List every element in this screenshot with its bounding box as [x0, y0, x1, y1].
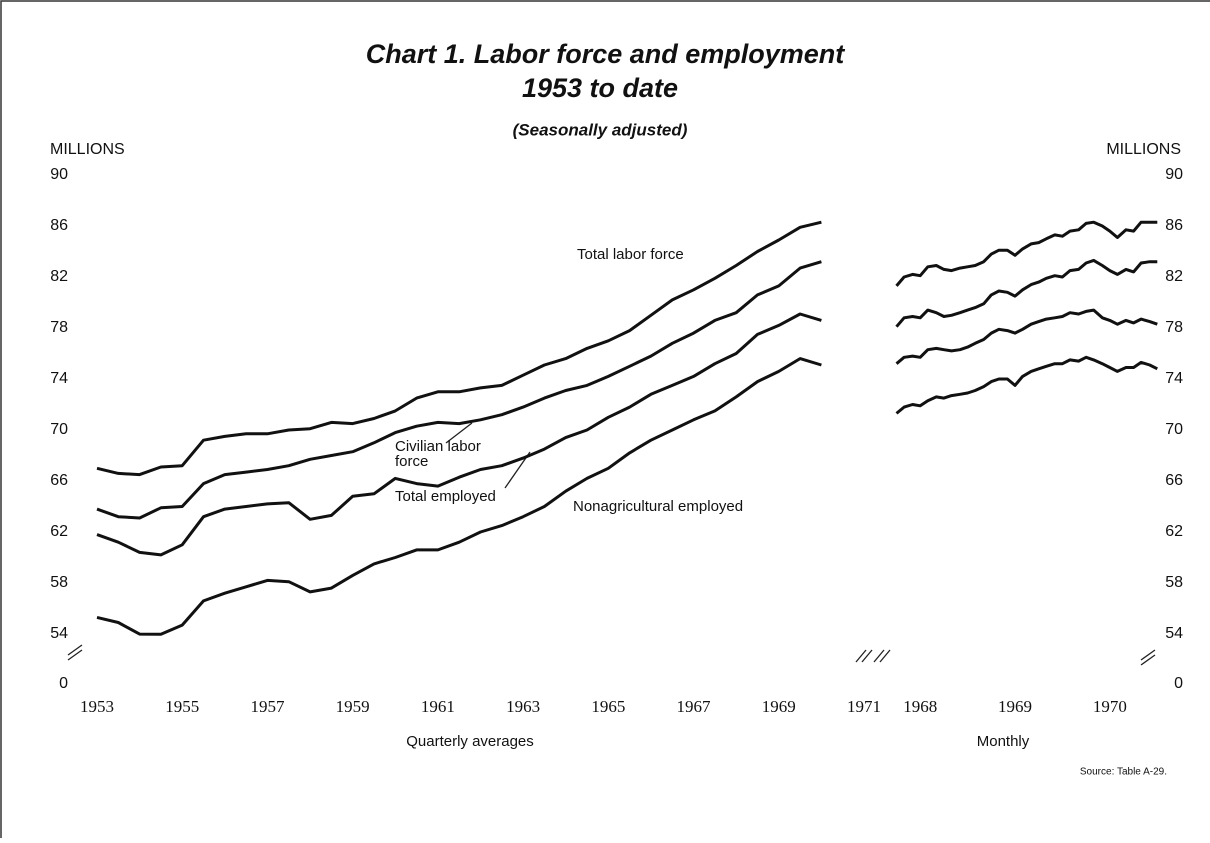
y-tick-label: 90 [1165, 166, 1183, 183]
y-tick-label: 66 [1165, 472, 1183, 489]
series-line [895, 355, 1158, 415]
x-tick-label: 1953 [80, 697, 114, 716]
y-tick-label: 58 [1165, 574, 1183, 591]
y-tick-label: 0 [1174, 675, 1183, 692]
y-tick-label: 58 [50, 574, 68, 591]
x-tick-label: 1970 [1093, 697, 1127, 716]
break-mark [861, 649, 873, 663]
leader-line [445, 422, 473, 444]
x-tick-label: 1967 [677, 697, 712, 716]
x-axis-label: Monthly [977, 733, 1030, 750]
series-line [895, 258, 1158, 328]
chart-title: 1953 to date [522, 73, 678, 103]
x-tick-label: 1955 [165, 697, 199, 716]
break-mark [67, 644, 83, 656]
y-tick-label: 62 [1165, 523, 1183, 540]
y-tick-label: 54 [1165, 625, 1183, 642]
x-tick-label: 1971 [847, 697, 881, 716]
x-tick-label: 1969 [998, 697, 1032, 716]
x-tick-label: 1961 [421, 697, 455, 716]
y-tick-label: 82 [50, 268, 68, 285]
annotation: Nonagricultural employed [573, 498, 743, 515]
annotation: Civilian labor [395, 438, 481, 455]
break-mark [873, 649, 885, 663]
source-note: Source: Table A-29. [1080, 767, 1167, 778]
x-axis-label: Quarterly averages [406, 733, 534, 750]
break-mark [1140, 649, 1156, 661]
x-tick-label: 1963 [506, 697, 540, 716]
x-tick-label: 1968 [903, 697, 937, 716]
y-tick-label: 70 [50, 421, 68, 438]
series-line [895, 308, 1158, 365]
x-tick-label: 1957 [250, 697, 285, 716]
series-line [96, 357, 822, 636]
chart-subtitle: (Seasonally adjusted) [513, 120, 688, 139]
y-tick-label: 62 [50, 523, 68, 540]
series-line [96, 260, 822, 520]
break-mark [1140, 654, 1156, 666]
y-tick-label: 74 [50, 370, 68, 387]
y-tick-label: 78 [50, 319, 68, 336]
y-tick-label: 74 [1165, 370, 1183, 387]
x-tick-label: 1959 [336, 697, 370, 716]
series-line [96, 312, 822, 557]
y-tick-label: 54 [50, 625, 68, 642]
y-tick-label: 90 [50, 166, 68, 183]
y-tick-label: 82 [1165, 268, 1183, 285]
y-tick-label: 78 [1165, 319, 1183, 336]
annotation: force [395, 453, 428, 470]
y-tick-label: 86 [1165, 217, 1183, 234]
series-line [96, 220, 822, 477]
y-tick-label: 66 [50, 472, 68, 489]
annotation: Total employed [395, 488, 496, 505]
break-mark [67, 649, 83, 661]
x-tick-label: 1969 [762, 697, 796, 716]
annotation: Total labor force [577, 246, 684, 263]
y-axis-label: MILLIONS [1106, 141, 1181, 158]
y-tick-label: 0 [59, 675, 68, 692]
break-marks [67, 644, 1156, 666]
y-axis-label: MILLIONS [50, 141, 125, 158]
break-mark [855, 649, 867, 663]
series-line [895, 220, 1158, 287]
y-tick-label: 86 [50, 217, 68, 234]
x-tick-label: 1965 [591, 697, 625, 716]
chart-title: Chart 1. Labor force and employment [366, 39, 846, 69]
break-mark [879, 649, 891, 663]
y-tick-label: 70 [1165, 421, 1183, 438]
